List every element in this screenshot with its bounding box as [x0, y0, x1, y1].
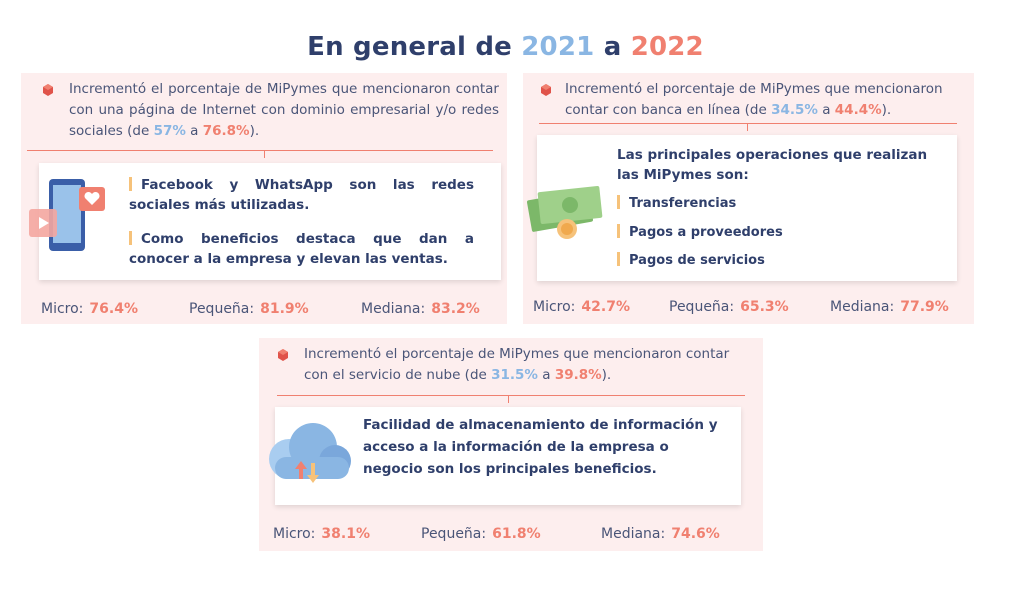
bank-detail-card: Las principales operaciones que realizan…	[527, 135, 957, 281]
cloud-benefits-text: Facilidad de almacenamiento de informaci…	[363, 417, 718, 477]
cloud-icon	[269, 423, 351, 483]
accent-bar	[617, 252, 620, 266]
bank-stat-micro: Micro: 42.7%	[533, 299, 630, 315]
accent-bar	[129, 231, 132, 245]
bank-heading: Las principales operaciones que realizan…	[617, 147, 928, 183]
divider	[27, 150, 493, 151]
cloud-stat-micro: Micro: 38.1%	[273, 526, 370, 542]
web-stat-mediana: Mediana: 83.2%	[361, 301, 480, 317]
money-icon	[527, 186, 603, 239]
cube-bullet-icon	[43, 84, 53, 96]
bank-item-transferencias: Transferencias	[617, 195, 736, 211]
divider	[277, 395, 745, 396]
title-year-start: 2021	[521, 32, 595, 62]
phone-social-icon	[29, 179, 105, 251]
web-intro: Incrementó el porcentaje de MiPymes que …	[69, 81, 499, 139]
cloud-stat-mediana: Mediana: 74.6%	[601, 526, 720, 542]
connector-tick	[508, 395, 509, 403]
web-point-1: Facebook y WhatsApp son las redes social…	[129, 177, 474, 213]
web-stat-pequena: Pequeña: 81.9%	[189, 301, 309, 317]
bank-stat-pequena: Pequeña: 65.3%	[669, 299, 789, 315]
online-banking-panel: Incrementó el porcentaje de MiPymes que …	[523, 73, 974, 324]
page-title: En general de 2021 a 2022	[0, 32, 1011, 62]
accent-bar	[617, 224, 620, 238]
cloud-service-panel: Incrementó el porcentaje de MiPymes que …	[259, 338, 763, 551]
title-connector: a	[594, 32, 631, 62]
bank-stat-mediana: Mediana: 77.9%	[830, 299, 949, 315]
cube-bullet-icon	[541, 84, 551, 96]
cloud-intro: Incrementó el porcentaje de MiPymes que …	[304, 346, 730, 383]
accent-bar	[617, 195, 620, 209]
bank-intro: Incrementó el porcentaje de MiPymes que …	[565, 81, 943, 118]
title-year-end: 2022	[630, 32, 704, 62]
title-prefix: En general de	[307, 32, 522, 62]
web-presence-panel: Incrementó el porcentaje de MiPymes que …	[21, 73, 507, 324]
cube-bullet-icon	[278, 349, 288, 361]
accent-bar	[129, 177, 132, 191]
connector-tick	[747, 123, 748, 131]
bank-item-proveedores: Pagos a proveedores	[617, 224, 783, 240]
web-detail-card: Facebook y WhatsApp son las redes social…	[29, 163, 501, 280]
divider	[539, 123, 957, 124]
connector-tick	[264, 150, 265, 158]
web-point-2: Como beneficios destaca que dan a conoce…	[129, 231, 474, 267]
bank-item-servicios: Pagos de servicios	[617, 252, 765, 268]
cloud-stat-pequena: Pequeña: 61.8%	[421, 526, 541, 542]
cloud-detail-card: Facilidad de almacenamiento de informaci…	[269, 407, 741, 505]
web-stat-micro: Micro: 76.4%	[41, 301, 138, 317]
